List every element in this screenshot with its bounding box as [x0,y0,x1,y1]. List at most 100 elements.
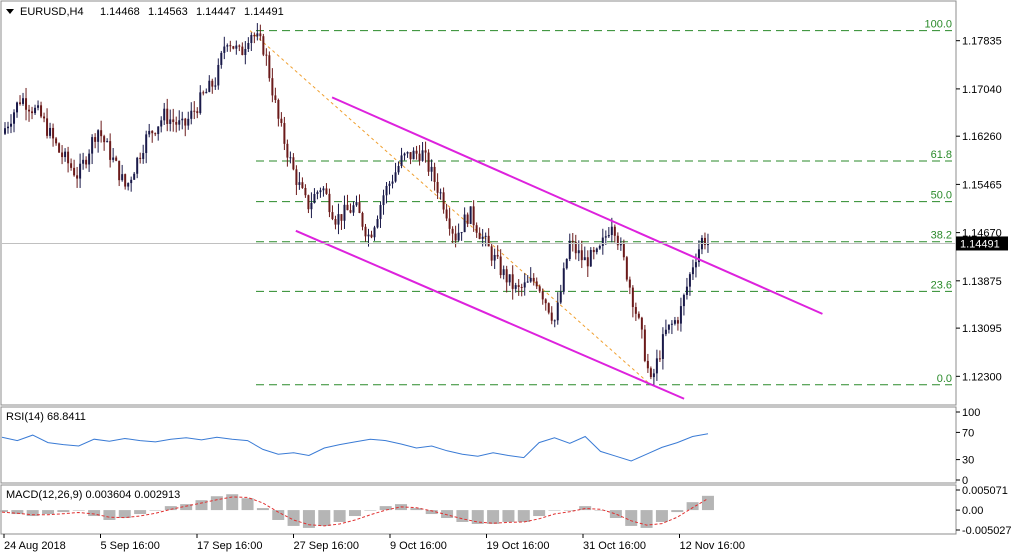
candle-body [706,244,709,246]
macd-bar [348,510,361,517]
candle-body [46,118,49,136]
macd-bar [471,510,484,524]
candle-body [376,219,379,228]
macd-bar [272,510,285,520]
macd-panel: MACD(12,26,9) 0.003604 0.002913 0.005071… [0,485,1012,537]
candle-body [637,313,640,318]
macd-bar [333,510,346,522]
candle-body [211,80,214,87]
rsi-panel-frame [0,406,957,484]
ohlc-close: 1.14491 [244,6,284,18]
candle-body [457,232,460,241]
candle-body [178,120,181,125]
channel-lower-line [295,229,685,400]
rsi-axis: 100 70 30 0 [956,407,980,487]
candle-body [328,193,331,213]
time-tick-label: 9 Oct 16:00 [390,540,447,552]
candle-body [100,130,103,137]
candle-body [40,105,43,117]
rsi-tick-label: 70 [962,427,974,439]
candles [4,23,709,386]
candle-body [103,136,106,143]
candle-body [229,45,232,47]
candle-body [223,46,226,53]
macd-bar [441,510,454,519]
candle-body [691,267,694,275]
candle-body [139,157,142,159]
candle-body [43,116,46,119]
candle-body [391,181,394,184]
macd-bar [72,510,85,511]
candle-body [394,172,397,182]
macd-bar [517,510,530,522]
candle-body [247,43,250,49]
ohlc-high: 1.14563 [148,6,188,18]
fib-level-label: 0.0 [937,373,952,385]
candle-body [16,102,19,113]
macd-bar [487,510,500,524]
candle-body [598,245,601,249]
candle-body [202,92,205,94]
candle-body [610,226,613,236]
candle-body [196,111,199,114]
fibonacci-retracement[interactable]: 100.0 61.8 50.0 38.2 23.6 0.0 [249,19,952,386]
candle-body [694,262,697,268]
candle-body [397,165,400,173]
candle-body [430,166,433,172]
candle-body [322,188,325,191]
candle-body [295,169,298,185]
candle-body [556,302,559,321]
macd-bar [655,510,668,522]
candle-body [172,119,175,123]
candle-body [298,182,301,185]
trend-channel[interactable] [295,96,823,400]
candle-body [274,95,277,100]
macd-bar [0,510,8,513]
candle-body [406,152,409,154]
macd-bar [640,510,653,528]
macd-panel-frame [0,484,957,535]
candle-body [226,45,229,47]
rsi-label: RSI(14) 68.8411 [6,411,86,423]
candle-body [127,183,130,187]
candle-body [289,157,292,159]
time-tick-label: 27 Sep 16:00 [294,540,359,552]
candle-body [199,92,202,114]
current-price-box [956,236,1008,251]
macd-tick-label: 0.005071 [962,485,1008,497]
macd-axis: 0.005071 0.00 -0.005027 [956,485,1012,537]
candle-body [580,250,583,261]
candle-body [442,192,445,210]
macd-bar [164,506,177,511]
candle-body [166,108,169,124]
candle-body [619,243,622,246]
symbol-menu-icon[interactable] [6,9,14,14]
macd-histogram [0,494,714,528]
macd-bar [563,510,576,511]
candle-body [97,130,100,142]
time-tick-label: 19 Oct 16:00 [487,540,550,552]
candle-body [157,126,160,135]
candle-body [673,320,676,324]
candle-body [454,233,457,241]
candle-body [91,137,94,154]
macd-bar [42,510,55,515]
candle-body [448,218,451,229]
candle-body [76,175,79,179]
candle-body [472,206,475,226]
fib-trend-line [249,30,652,386]
current-price-marker: 1.14491 [2,236,1008,251]
candle-body [370,234,373,238]
candle-body [469,206,472,224]
candle-body [400,155,403,166]
candle-body [538,286,541,292]
candle-body [352,205,355,213]
candle-body [160,120,163,127]
rsi-tick-label: 100 [962,407,980,419]
candle-body [349,210,352,213]
rsi-panel: RSI(14) 68.8411 100 70 30 0 [1,407,980,487]
candle-body [37,105,40,108]
candle-body [451,228,454,234]
candle-body [604,236,607,238]
candle-body [613,226,616,236]
